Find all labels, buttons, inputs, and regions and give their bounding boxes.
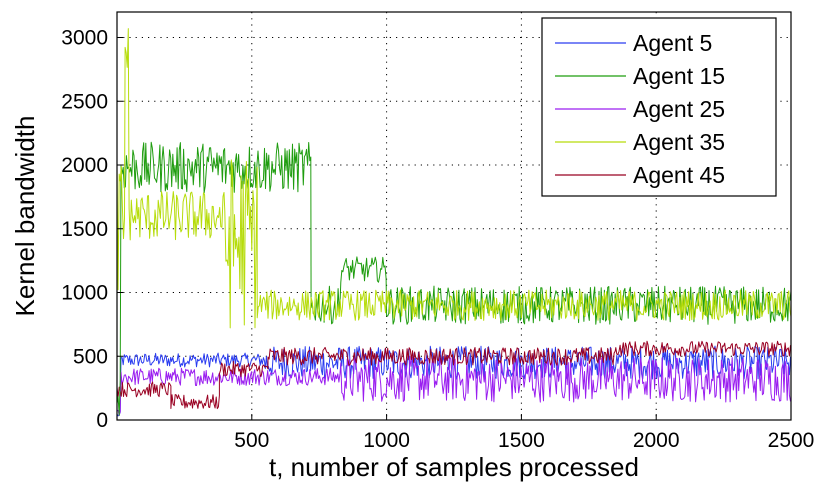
x-tick-label: 2000 [633,429,680,452]
y-ticks: 0 500 1000 1500 2000 2500 3000 [61,27,123,432]
series-line-agent-35 [116,28,792,329]
legend-label: Agent 25 [633,96,725,122]
y-tick-label: 0 [96,409,108,432]
legend: Agent 5 Agent 15 Agent 25 Agent 35 Agent 45 [541,17,777,197]
series-line-agent-25 [116,355,791,416]
y-tick-label: 3000 [61,27,108,50]
x-tick-label: 500 [234,429,269,452]
legend-box [541,17,777,197]
legend-label: Agent 35 [633,129,725,155]
x-ticks: 500 1000 1500 2000 2500 [234,414,814,452]
y-tick-label: 1500 [61,218,108,241]
x-tick-label: 1500 [498,429,545,452]
x-tick-label: 1000 [363,429,410,452]
y-tick-label: 1000 [61,282,108,305]
x-tick-label: 2500 [768,429,815,452]
plot-frame [116,11,792,421]
y-axis-title: Kernel bandwidth [10,116,40,317]
series-layer [116,28,792,417]
y-tick-label: 2500 [61,90,108,113]
series-line-agent-45 [116,340,791,410]
y-tick-label: 500 [73,345,108,368]
series-line-agent-15 [116,141,792,416]
legend-label: Agent 15 [633,63,725,89]
legend-label: Agent 45 [633,162,725,188]
x-axis-title: t, number of samples processed [269,452,639,482]
legend-label: Agent 5 [633,30,712,56]
y-tick-label: 2000 [61,154,108,177]
